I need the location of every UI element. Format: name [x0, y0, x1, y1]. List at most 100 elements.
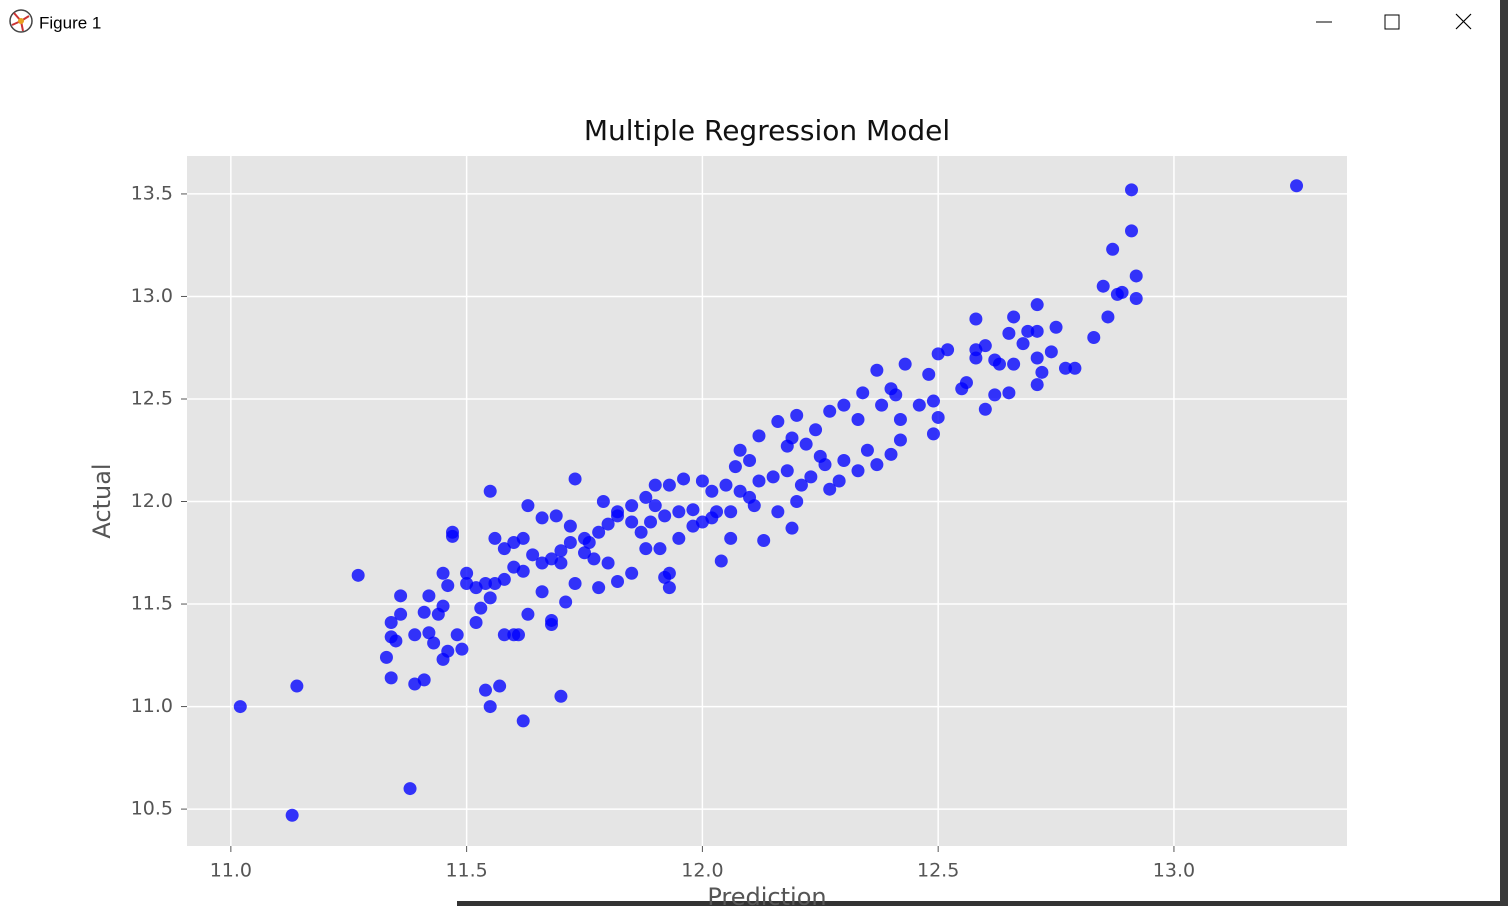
point: [823, 482, 837, 496]
point: [1002, 386, 1016, 400]
point: [625, 499, 639, 513]
point: [549, 509, 563, 523]
point: [488, 531, 502, 545]
point: [752, 474, 766, 488]
point: [658, 509, 672, 523]
point: [837, 398, 851, 412]
point: [969, 351, 983, 365]
point: [497, 542, 511, 556]
point: [856, 386, 870, 400]
point: [535, 585, 549, 599]
y-tick-label: 10.5: [131, 798, 173, 820]
point: [695, 515, 709, 529]
grid: [187, 156, 1347, 846]
point: [889, 388, 903, 402]
point: [875, 398, 889, 412]
point: [511, 628, 525, 642]
app-icon: [9, 9, 33, 33]
point: [728, 460, 742, 474]
point: [893, 433, 907, 447]
point: [535, 556, 549, 570]
point: [582, 536, 596, 550]
point: [422, 589, 436, 603]
x-tick-label: 12.5: [917, 860, 959, 882]
point: [1049, 320, 1063, 334]
point: [578, 546, 592, 560]
point: [898, 357, 912, 371]
point: [743, 454, 757, 468]
point: [969, 312, 983, 326]
point: [662, 566, 676, 580]
point: [955, 382, 969, 396]
point: [804, 470, 818, 484]
point: [559, 595, 573, 609]
point: [747, 499, 761, 513]
close-button[interactable]: [1436, 0, 1492, 44]
point: [488, 577, 502, 591]
point: [677, 472, 691, 486]
point: [931, 347, 945, 361]
point: [1125, 183, 1139, 197]
point: [978, 402, 992, 416]
point: [733, 484, 747, 498]
point: [592, 581, 606, 595]
x-tick-label: 11.0: [210, 860, 252, 882]
point: [780, 439, 794, 453]
point: [493, 679, 507, 693]
point: [766, 470, 780, 484]
point: [1007, 310, 1021, 324]
point: [394, 607, 408, 621]
chart-title: Multiple Regression Model: [584, 114, 950, 147]
point: [568, 577, 582, 591]
point: [926, 427, 940, 441]
point: [625, 515, 639, 529]
point: [1016, 337, 1030, 351]
point: [818, 458, 832, 472]
point: [469, 615, 483, 629]
point: [516, 714, 530, 728]
point: [1002, 326, 1016, 340]
point: [389, 634, 403, 648]
point: [823, 404, 837, 418]
window-border: [1500, 0, 1508, 906]
y-tick-label: 12.0: [131, 490, 173, 512]
point: [780, 464, 794, 478]
point: [1068, 361, 1082, 375]
y-tick-label: 13.0: [131, 285, 173, 307]
point: [417, 605, 431, 619]
point: [648, 499, 662, 513]
point: [611, 574, 625, 588]
point: [672, 531, 686, 545]
point: [408, 628, 422, 642]
point: [922, 367, 936, 381]
point: [639, 542, 653, 556]
point: [1030, 351, 1044, 365]
point: [639, 490, 653, 504]
point: [1030, 378, 1044, 392]
point: [705, 484, 719, 498]
point: [521, 607, 535, 621]
point: [832, 474, 846, 488]
maximize-button[interactable]: [1366, 0, 1418, 44]
y-axis-label: Actual: [88, 463, 116, 538]
point: [837, 454, 851, 468]
minimize-button[interactable]: [1298, 0, 1350, 44]
point: [526, 548, 540, 562]
point: [422, 626, 436, 640]
point: [851, 412, 865, 426]
point: [771, 415, 785, 429]
point: [554, 544, 568, 558]
point: [483, 700, 497, 714]
point: [794, 478, 808, 492]
point: [884, 447, 898, 461]
point: [601, 556, 615, 570]
point: [1096, 279, 1110, 293]
point: [507, 560, 521, 574]
point: [926, 394, 940, 408]
point: [1106, 242, 1120, 256]
point: [611, 505, 625, 519]
point: [757, 533, 771, 547]
point: [1044, 345, 1058, 359]
